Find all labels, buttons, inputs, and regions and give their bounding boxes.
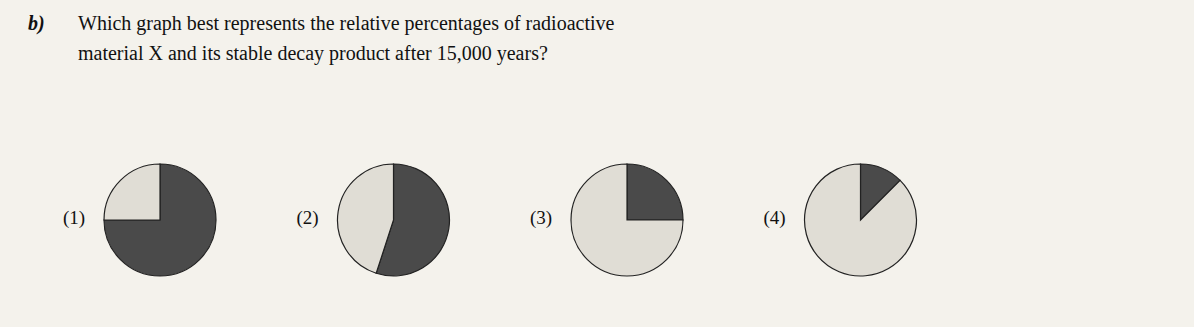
question-line: Which graph best represents the relative… [78,12,615,35]
pie-chart: (1) [63,164,216,276]
pie-chart: (4) [763,164,916,276]
pie-slice [104,164,160,220]
title: b) [28,12,45,35]
pie-chart: (3) [530,164,683,276]
page: b) Which graph best represents the relati… [0,0,1194,327]
pie-slice [627,164,683,220]
pie-slice [571,164,683,276]
pie-label: (1) [63,207,85,229]
pie-label: (4) [763,207,785,229]
pie-chart: (2) [296,164,449,276]
pie-label: (3) [530,207,552,229]
pie-slice [337,164,393,273]
question-line: material X and its stable decay product … [78,42,548,65]
pie-slice [104,164,216,276]
pie-label: (2) [296,207,318,229]
figure: b) Which graph best represents the relati… [0,0,1194,327]
pie-slice [805,164,917,276]
